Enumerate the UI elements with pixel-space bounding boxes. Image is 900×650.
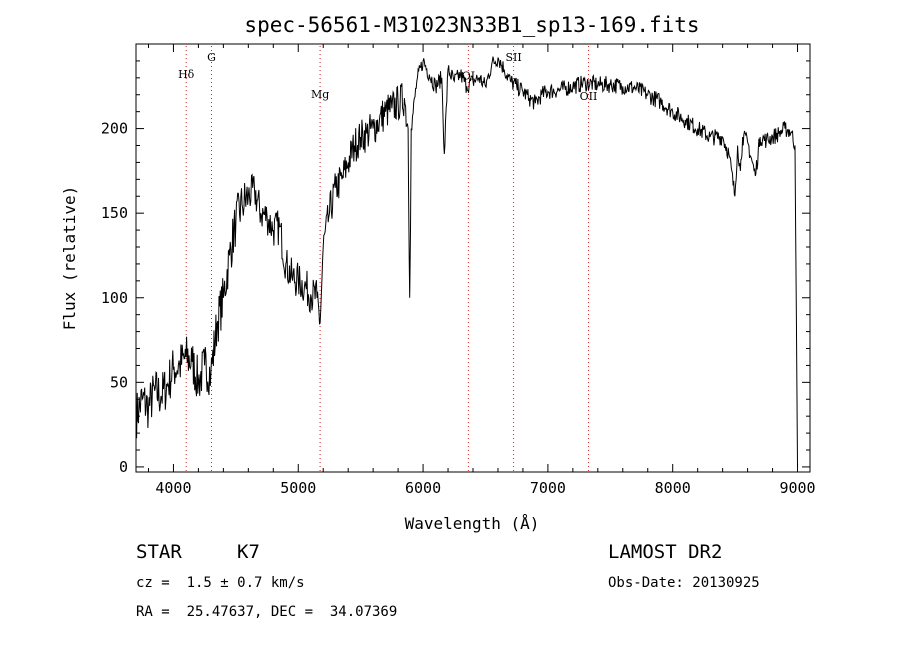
x-tick-label: 6000 <box>405 479 441 497</box>
redshift-text: cz = 1.5 ± 0.7 km/s <box>136 575 305 591</box>
y-tick-label: 50 <box>110 373 128 391</box>
spectral-line-label: OII <box>580 90 598 103</box>
y-tick-label: 100 <box>101 289 128 307</box>
survey-name: LAMOST DR2 <box>608 541 723 563</box>
y-axis-label: Flux (relative) <box>60 186 79 331</box>
object-class: STAR <box>136 541 182 563</box>
coordinates: RA = 25.47637, DEC = 34.07369 <box>136 604 398 620</box>
spectral-line-label: SII <box>505 51 521 64</box>
x-tick-label: 5000 <box>280 479 316 497</box>
x-tick-label: 4000 <box>155 479 191 497</box>
x-tick-label: 9000 <box>779 479 815 497</box>
axis-ticks: 4000 5000 6000 7000 8000 9000 0 50 100 150 200 <box>101 44 816 497</box>
plot-frame <box>135 43 811 473</box>
obs-date: Obs-Date: 20130925 <box>608 575 760 591</box>
spectral-line-label: G <box>207 51 216 64</box>
x-tick-label: 8000 <box>655 479 691 497</box>
spectral-line-label: Hδ <box>178 68 195 81</box>
y-tick-label: 200 <box>101 120 128 138</box>
y-tick-label: 150 <box>101 204 128 222</box>
spectral-line-label: Mg <box>311 88 329 101</box>
x-axis-label: Wavelength (Å) <box>405 514 540 533</box>
subclass: K7 <box>237 541 260 563</box>
y-tick-label: 0 <box>119 458 128 476</box>
chart-title: spec-56561-M31023N33B1_sp13-169.fits <box>244 13 699 37</box>
x-tick-label: 7000 <box>530 479 566 497</box>
flux-series-line <box>135 56 798 467</box>
